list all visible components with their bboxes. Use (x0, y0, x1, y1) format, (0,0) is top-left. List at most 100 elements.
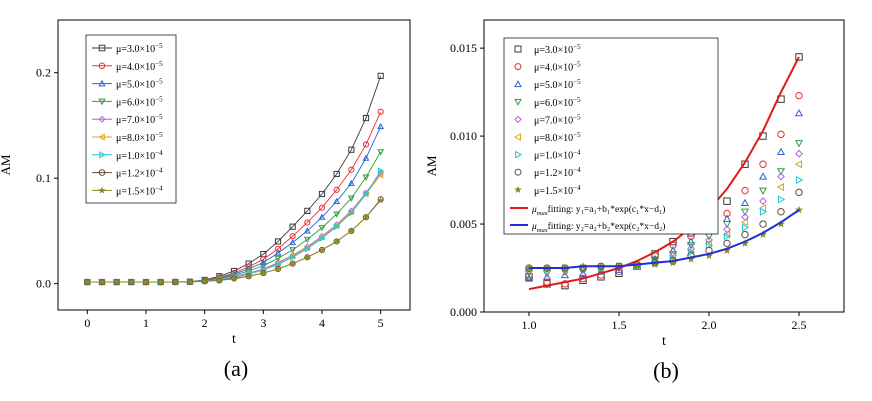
data-point (377, 122, 385, 130)
data-point (723, 209, 731, 218)
legend: μ=3.0×10−5 μ=4.0×10−5 μ=5.0×10−5 μ=6.0×10−5… (85, 34, 177, 204)
data-point (318, 246, 326, 253)
panel-label: (b) (653, 358, 679, 383)
legend-exponent: −5 (573, 43, 581, 51)
data-point (377, 72, 384, 79)
data-point (377, 108, 384, 115)
data-point (303, 236, 311, 243)
data-point (348, 146, 355, 153)
legend-marker (99, 151, 106, 159)
plot-frame (57, 19, 411, 311)
legend-marker (514, 63, 522, 71)
data-point (741, 230, 749, 239)
data-point (259, 269, 267, 276)
data-point (259, 263, 267, 270)
x-tick-label: 4 (319, 316, 325, 330)
data-point (289, 223, 296, 230)
data-point (777, 208, 785, 216)
data-point (289, 247, 297, 254)
legend-marker (98, 62, 106, 70)
data-point (378, 167, 385, 175)
data-point (795, 188, 803, 197)
data-point (289, 233, 296, 240)
data-point (723, 197, 731, 205)
fit-subscript: max (537, 210, 548, 217)
legend-marker (98, 186, 106, 194)
data-point (362, 141, 370, 148)
data-point (289, 260, 297, 267)
legend-exponent: −5 (573, 78, 581, 86)
legend-label: μ=6.0×10−5 (116, 95, 163, 108)
data-point (722, 230, 731, 239)
data-point (759, 207, 768, 216)
data-point (561, 280, 569, 288)
data-point (363, 190, 370, 198)
legend-label: μ=1.5×10−4 (534, 184, 581, 197)
data-point (794, 140, 804, 148)
data-point (333, 186, 340, 193)
data-point (274, 255, 282, 262)
fit-curve-0 (528, 56, 800, 291)
data-point (795, 149, 803, 158)
legend-marker (514, 98, 522, 106)
x-tick-label: 1.5 (612, 318, 627, 332)
data-point (290, 253, 297, 261)
data-point (201, 277, 209, 285)
data-point (334, 223, 341, 231)
x-axis-label: t (232, 332, 236, 347)
legend-label: μ=4.0×10−5 (534, 61, 581, 74)
data-point (333, 237, 341, 245)
fit-formula: fitting: y₂=a₂+b₂*exp(c₂*x−d₂) (548, 221, 666, 232)
plot-frame (483, 19, 845, 313)
x-tick-label: 2.5 (792, 318, 807, 332)
data-point (318, 213, 326, 220)
y-tick-label: 0.005 (450, 217, 477, 231)
data-point (230, 275, 238, 282)
fit-mu: μ (531, 205, 537, 215)
data-point (777, 130, 785, 139)
x-tick-label: 5 (378, 316, 384, 330)
legend-marker (514, 45, 522, 53)
data-point (215, 276, 223, 284)
data-point (274, 249, 282, 256)
legend-marker (98, 169, 106, 176)
x-tick-label: 2 (202, 316, 208, 330)
data-point (274, 265, 282, 272)
data-point (377, 149, 385, 156)
data-point (740, 208, 750, 216)
legend-marker (514, 80, 522, 88)
legend-exponent: −4 (573, 149, 581, 157)
data-point (777, 195, 786, 204)
x-tick-label: 1 (143, 316, 149, 330)
data-point (722, 220, 732, 229)
data-point (560, 270, 570, 279)
fit-subscript: max (537, 227, 548, 234)
y-tick-label: 0.2 (36, 66, 51, 80)
data-point (245, 272, 253, 280)
data-point (759, 220, 767, 228)
legend-label: μ=8.0×10−5 (534, 131, 581, 144)
legend: μ=3.0×10−5 μ=4.0×10−5 μ=5.0×10−5 μ=6.0×10−5… (503, 37, 719, 235)
data-point (362, 114, 370, 122)
legend-label: μ=1.0×10−4 (534, 149, 581, 162)
legend-label: μ=1.2×10−4 (534, 166, 581, 179)
data-point (776, 168, 786, 176)
data-point (348, 209, 355, 217)
data-point (304, 245, 311, 253)
data-point (98, 278, 106, 285)
data-point (333, 197, 341, 204)
fit-formula: fitting: y₁=a₁+b₁*exp(c₁*x−d₁) (548, 204, 666, 215)
legend-exponent: −5 (155, 78, 163, 86)
legend-marker (514, 168, 522, 176)
y-tick-label: 0.000 (450, 305, 477, 319)
data-point (758, 187, 768, 195)
legend-exponent: −5 (155, 42, 163, 50)
legend-marker (98, 44, 106, 52)
legend-label: μ=3.0×10−5 (534, 43, 581, 56)
data-point (542, 272, 552, 280)
x-tick-label: 3 (260, 316, 266, 330)
data-point (723, 232, 732, 241)
y-tick-label: 0.010 (450, 129, 477, 143)
legend-marker (514, 185, 522, 194)
